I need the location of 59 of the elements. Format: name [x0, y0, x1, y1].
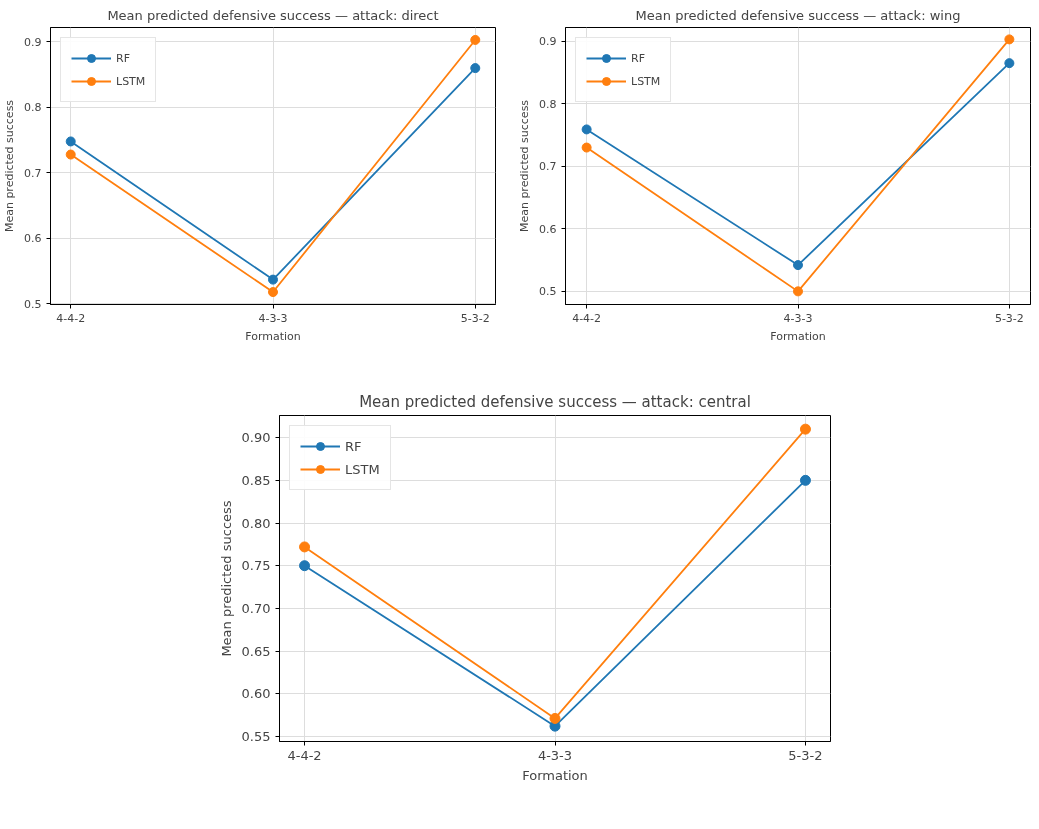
- point: [1004, 58, 1015, 69]
- y-tick-label: 0.7: [24, 166, 42, 180]
- point: [470, 34, 481, 45]
- point: [299, 541, 311, 553]
- x-tick-label: 5-3-2: [460, 311, 490, 325]
- x-tick-label: 4-3-3: [258, 311, 288, 325]
- point: [65, 136, 76, 147]
- x-tick-label: 4-4-2: [287, 747, 322, 763]
- y-tick-label: 0.65: [241, 643, 271, 659]
- y-tick-label: 0.70: [241, 600, 271, 616]
- y-tick-label: 0.75: [241, 558, 271, 574]
- y-tick-label: 0.85: [241, 472, 271, 488]
- x-axis-title: Formation: [245, 329, 301, 343]
- point: [581, 124, 592, 135]
- y-tick-label: 0.7: [539, 160, 557, 174]
- chart-title: Mean predicted defensive success — attack: direct: [107, 7, 439, 23]
- legend-label: LSTM: [345, 461, 380, 477]
- point: [65, 149, 76, 160]
- y-axis-title: Mean predicted success: [518, 99, 532, 233]
- y-tick-label: 0.5: [539, 285, 557, 299]
- x-tick-label: 4-4-2: [572, 311, 602, 325]
- point: [799, 474, 811, 486]
- y-tick-label: 0.6: [539, 222, 557, 236]
- point: [799, 423, 811, 435]
- legend-label: LSTM: [116, 74, 146, 88]
- y-tick-label: 0.5: [24, 297, 42, 311]
- point: [470, 63, 481, 74]
- point: [1004, 34, 1015, 45]
- y-tick-label: 0.9: [539, 35, 557, 49]
- y-tick-label: 0.8: [24, 101, 42, 115]
- legend-label: RF: [116, 51, 131, 65]
- y-tick-label: 0.60: [241, 686, 271, 702]
- x-axis-title: Formation: [522, 767, 588, 783]
- point: [581, 142, 592, 153]
- y-tick-label: 0.8: [539, 97, 557, 111]
- x-tick-label: 5-3-2: [788, 747, 823, 763]
- x-tick-label: 4-3-3: [537, 747, 573, 763]
- x-tick-label: 4-3-3: [783, 311, 813, 325]
- y-tick-label: 0.6: [24, 232, 42, 246]
- legend-label: LSTM: [631, 74, 661, 88]
- point: [793, 260, 803, 271]
- chart-title: Mean predicted defensive success — attack: central: [359, 392, 751, 411]
- y-tick-label: 0.9: [24, 35, 42, 49]
- x-tick-label: 5-3-2: [994, 311, 1024, 325]
- y-tick-label: 0.80: [241, 515, 271, 531]
- chart-title: Mean predicted defensive success — attack: wing: [635, 7, 961, 23]
- x-tick-label: 4-4-2: [56, 311, 86, 325]
- point: [268, 287, 278, 298]
- point: [299, 560, 311, 572]
- legend-label: RF: [345, 438, 363, 454]
- y-tick-label: 0.55: [241, 728, 271, 744]
- legend-label: RF: [631, 51, 646, 65]
- point: [793, 286, 803, 297]
- point: [268, 274, 278, 285]
- y-tick-label: 0.90: [241, 430, 271, 446]
- y-axis-title: Mean predicted success: [218, 500, 234, 657]
- x-axis-title: Formation: [770, 329, 826, 343]
- point: [549, 712, 561, 724]
- y-axis-title: Mean predicted success: [3, 99, 17, 233]
